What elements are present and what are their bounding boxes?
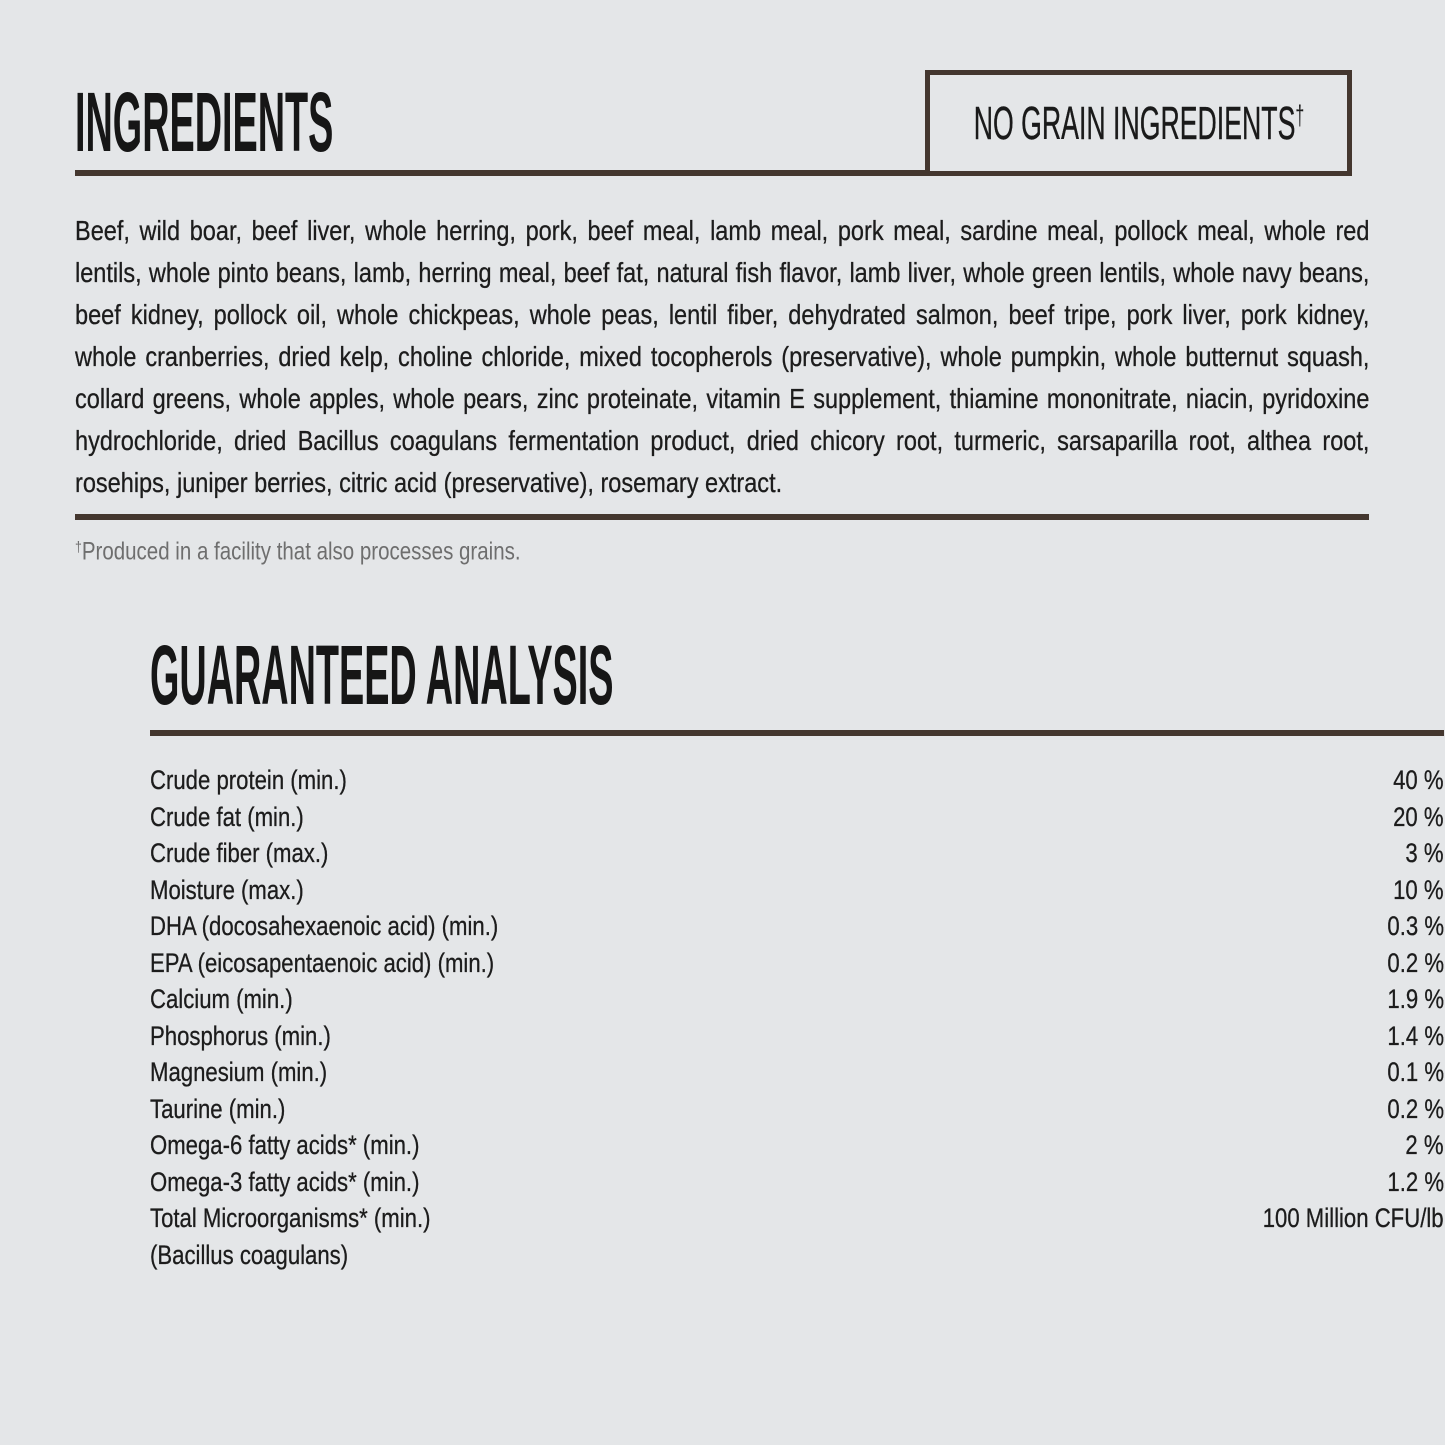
ingredients-list: Beef, wild boar, beef liver, whole herri… [75, 215, 1370, 498]
table-row: EPA (eicosapentaenoic acid) (min.) 0.2 % [150, 945, 1444, 982]
table-row: Omega-6 fatty acids* (min.) 2 % [150, 1127, 1444, 1164]
header-divider [75, 170, 925, 176]
table-row: Crude protein (min.) 40 % [150, 762, 1444, 799]
analysis-label: Crude protein (min.) [150, 765, 347, 795]
analysis-label: Crude fiber (max.) [150, 838, 329, 868]
label-content: INGREDIENTS NO GRAIN INGREDIENTS† Beef, … [75, 0, 1444, 1270]
analysis-value: 0.2 % [1387, 947, 1444, 978]
analysis-value: 10 % [1393, 874, 1444, 905]
ingredients-section: INGREDIENTS NO GRAIN INGREDIENTS† Beef, … [75, 0, 1370, 567]
analysis-value: 2 % [1405, 1130, 1444, 1160]
analysis-label: Omega-6 fatty acids* (min.) [150, 1130, 420, 1160]
table-row: Crude fiber (max.) 3 % [150, 835, 1444, 872]
ingredients-body-wrap: Beef, wild boar, beef liver, whole herri… [75, 210, 1370, 504]
ingredients-header: INGREDIENTS NO GRAIN INGREDIENTS† [75, 0, 1369, 176]
table-row: Moisture (max.) 10 % [150, 872, 1444, 909]
table-row: Calcium (min.) 1.9 % [150, 981, 1444, 1018]
table-row: (Bacillus coagulans) [150, 1237, 1444, 1274]
analysis-label: Omega-3 fatty acids* (min.) [150, 1166, 420, 1197]
table-row: Magnesium (min.) 0.1 % [150, 1054, 1444, 1091]
dagger-icon: † [1294, 99, 1304, 131]
analysis-value: 3 % [1405, 838, 1444, 868]
no-grain-badge-label: NO GRAIN INGREDIENTS [973, 97, 1295, 149]
analysis-value: 0.1 % [1387, 1057, 1444, 1087]
analysis-value: 100 Million CFU/lb [1263, 1203, 1444, 1233]
table-row: Phosphorus (min.) 1.4 % [150, 1018, 1444, 1055]
analysis-label: Magnesium (min.) [150, 1057, 328, 1087]
analysis-value: 0.3 % [1387, 911, 1444, 941]
guaranteed-analysis-section: GUARANTEED ANALYSIS Crude protein (min.)… [150, 633, 1444, 1273]
analysis-label: Calcium (min.) [150, 984, 293, 1014]
footnote-dagger-icon: † [75, 539, 82, 556]
footnote-label: Produced in a facility that also process… [81, 537, 521, 566]
grain-footnote-text: †Produced in a facility that also proces… [75, 533, 521, 567]
table-row: Omega-3 fatty acids* (min.) 1.2 % [150, 1164, 1444, 1201]
footnote-divider [75, 514, 1369, 520]
analysis-value: 1.9 % [1387, 984, 1444, 1014]
analysis-label: Crude fat (min.) [150, 801, 304, 832]
no-grain-badge: NO GRAIN INGREDIENTS† [925, 70, 1352, 176]
grain-footnote: †Produced in a facility that also proces… [75, 533, 1369, 567]
table-row: Crude fat (min.) 20 % [150, 799, 1444, 836]
analysis-table: Crude protein (min.) 40 % Crude fat (min.)… [150, 762, 1444, 1273]
guaranteed-analysis-title: GUARANTEED ANALYSIS [150, 633, 1444, 717]
analysis-label: Total Microorganisms* (min.) [150, 1203, 431, 1233]
no-grain-badge-text: NO GRAIN INGREDIENTS† [973, 100, 1304, 146]
analysis-divider [150, 730, 1444, 736]
table-row: Taurine (min.) 0.2 % [150, 1091, 1444, 1128]
analysis-label: Phosphorus (min.) [150, 1020, 331, 1051]
analysis-label: Moisture (max.) [150, 874, 304, 905]
analysis-label: DHA (docosahexaenoic acid) (min.) [150, 911, 499, 941]
analysis-value: 0.2 % [1387, 1093, 1444, 1124]
analysis-label: (Bacillus coagulans) [150, 1239, 349, 1270]
analysis-value: 40 % [1393, 765, 1444, 795]
ingredients-title: INGREDIENTS [75, 80, 649, 164]
table-row: DHA (docosahexaenoic acid) (min.) 0.3 % [150, 908, 1444, 945]
ingredients-title-text: INGREDIENTS [75, 75, 334, 169]
analysis-label: Taurine (min.) [150, 1093, 286, 1124]
analysis-value: 20 % [1393, 801, 1444, 832]
guaranteed-analysis-title-text: GUARANTEED ANALYSIS [150, 628, 614, 722]
analysis-label: EPA (eicosapentaenoic acid) (min.) [150, 947, 495, 978]
table-row: Total Microorganisms* (min.) 100 Million … [150, 1200, 1444, 1237]
analysis-value: 1.2 % [1387, 1166, 1444, 1197]
analysis-value: 1.4 % [1387, 1020, 1444, 1051]
